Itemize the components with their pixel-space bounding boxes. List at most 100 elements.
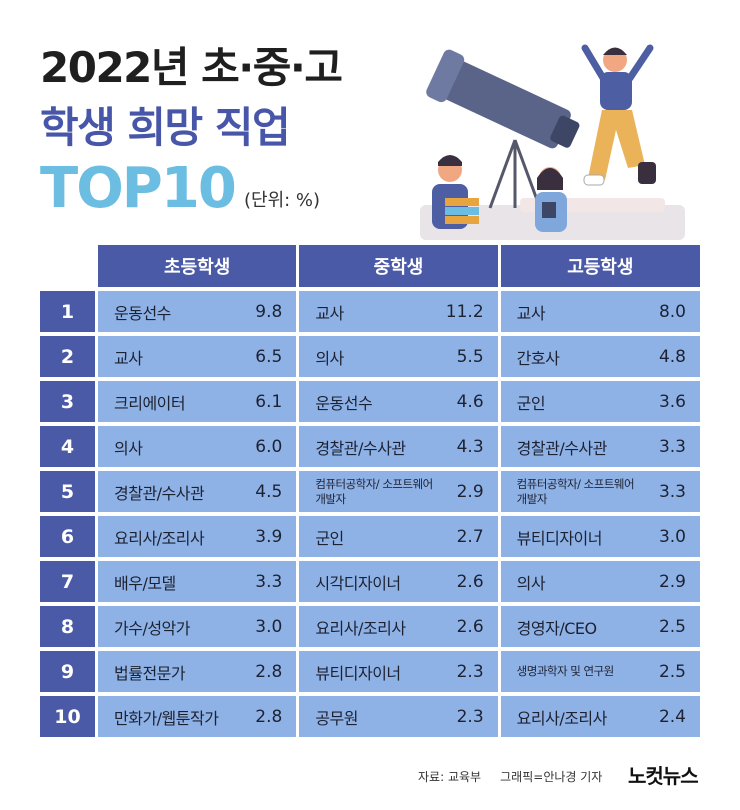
job-cell: 교사 6.5 [98, 336, 297, 377]
rank-cell: 2 [40, 336, 95, 377]
job-name: 컴퓨터공학자/ 소프트웨어개발자 [315, 476, 433, 506]
job-name: 요리사/조리사 [315, 618, 406, 638]
job-value: 9.8 [255, 301, 283, 322]
job-value: 4.8 [658, 346, 686, 367]
job-value: 2.3 [456, 661, 484, 682]
job-cell: 경찰관/수사관 3.3 [500, 426, 700, 467]
job-name: 경찰관/수사관 [516, 438, 608, 458]
footer-credits: 자료: 교육부 그래픽=안나경 기자 [418, 768, 602, 785]
job-name: 간호사 [516, 348, 560, 368]
title-line3: TOP10 [40, 156, 237, 221]
table-row: 7 배우/모델 3.3 시각디자이너 2.6 의사 2.9 [40, 561, 700, 602]
job-cell: 경영자/CEO 2.5 [500, 606, 700, 647]
job-cell: 배우/모델 3.3 [98, 561, 297, 602]
rank-cell: 3 [40, 381, 95, 422]
job-name: 운동선수 [315, 393, 373, 413]
job-cell: 시각디자이너 2.6 [299, 561, 498, 602]
job-name: 의사 [114, 438, 143, 458]
job-name: 뷰티디자이너 [315, 663, 401, 683]
job-value: 4.6 [456, 391, 484, 412]
job-cell: 생명과학자 및 연구원 2.5 [500, 651, 700, 692]
job-cell: 뷰티디자이너 3.0 [500, 516, 700, 557]
job-name: 크리에이터 [114, 393, 186, 413]
job-cell: 크리에이터 6.1 [98, 381, 297, 422]
job-value: 4.5 [255, 481, 283, 502]
table-row: 3 크리에이터 6.1 운동선수 4.6 군인 3.6 [40, 381, 700, 422]
job-cell: 의사 5.5 [299, 336, 498, 377]
telescope-students-illustration [420, 44, 685, 240]
job-value: 3.9 [255, 526, 283, 547]
job-name: 요리사/조리사 [516, 708, 608, 728]
job-cell: 교사 8.0 [500, 291, 700, 332]
rank-cell: 8 [40, 606, 95, 647]
job-cell: 요리사/조리사 2.6 [299, 606, 498, 647]
title-line2: 학생 희망 직업 [40, 103, 291, 152]
job-value: 3.3 [255, 571, 283, 592]
job-name: 운동선수 [114, 303, 171, 323]
job-cell: 가수/성악가 3.0 [98, 606, 297, 647]
job-value: 5.5 [456, 346, 484, 367]
job-name: 만화가/웹툰작가 [114, 708, 219, 728]
job-value: 2.6 [456, 616, 484, 637]
job-cell: 요리사/조리사 2.4 [500, 696, 700, 737]
job-cell: 군인 2.7 [299, 516, 498, 557]
table-row: 8 가수/성악가 3.0 요리사/조리사 2.6 경영자/CEO 2.5 [40, 606, 700, 647]
job-value: 4.3 [456, 436, 484, 457]
job-name: 가수/성악가 [114, 618, 191, 638]
job-value: 2.8 [255, 661, 283, 682]
job-value: 2.5 [658, 616, 686, 637]
job-cell: 컴퓨터공학자/ 소프트웨어개발자 2.9 [299, 471, 498, 512]
job-name: 경찰관/수사관 [315, 438, 406, 458]
rank-cell: 1 [40, 291, 95, 332]
job-cell: 공무원 2.3 [299, 696, 498, 737]
job-value: 2.9 [658, 571, 686, 592]
table-row: 10 만화가/웹툰작가 2.8 공무원 2.3 요리사/조리사 2.4 [40, 696, 700, 737]
job-value: 2.8 [255, 706, 283, 727]
job-ranking-table: 초등학생 중학생 고등학생 1 운동선수 9.8 교사 11.2 교사 8.0 2 교사 6.5 의… [40, 245, 700, 741]
job-value: 6.5 [255, 346, 283, 367]
rank-cell: 5 [40, 471, 95, 512]
job-name: 교사 [114, 348, 143, 368]
job-cell: 교사 11.2 [299, 291, 498, 332]
header-elementary: 초등학생 [98, 245, 297, 287]
job-cell: 경찰관/수사관 4.3 [299, 426, 498, 467]
job-name: 요리사/조리사 [114, 528, 205, 548]
job-value: 8.0 [658, 301, 686, 322]
job-cell: 만화가/웹툰작가 2.8 [98, 696, 297, 737]
job-cell: 간호사 4.8 [500, 336, 700, 377]
job-value: 2.4 [658, 706, 686, 727]
job-value: 2.3 [456, 706, 484, 727]
table-row: 9 법률전문가 2.8 뷰티디자이너 2.3 생명과학자 및 연구원 2.5 [40, 651, 700, 692]
rank-cell: 7 [40, 561, 95, 602]
credit-label: 그래픽=안나경 기자 [500, 770, 603, 784]
job-value: 3.6 [658, 391, 686, 412]
job-name: 뷰티디자이너 [516, 528, 603, 548]
job-name: 경영자/CEO [516, 618, 597, 638]
job-cell: 컴퓨터공학자/ 소프트웨어개발자 3.3 [500, 471, 700, 512]
job-value: 3.3 [658, 436, 686, 457]
table-row: 4 의사 6.0 경찰관/수사관 4.3 경찰관/수사관 3.3 [40, 426, 700, 467]
job-name: 경찰관/수사관 [114, 483, 205, 503]
header-middle: 중학생 [299, 245, 498, 287]
job-name: 시각디자이너 [315, 573, 401, 593]
job-value: 2.9 [456, 481, 484, 502]
job-cell: 뷰티디자이너 2.3 [299, 651, 498, 692]
job-cell: 운동선수 9.8 [98, 291, 297, 332]
rank-cell: 9 [40, 651, 95, 692]
job-cell: 의사 6.0 [98, 426, 297, 467]
job-name: 군인 [516, 393, 546, 413]
header-blank [40, 245, 95, 287]
job-value: 2.7 [456, 526, 484, 547]
job-name: 공무원 [315, 708, 358, 728]
job-value: 11.2 [445, 301, 484, 322]
rank-cell: 6 [40, 516, 95, 557]
header-high: 고등학생 [500, 245, 700, 287]
table-row: 6 요리사/조리사 3.9 군인 2.7 뷰티디자이너 3.0 [40, 516, 700, 557]
job-value: 2.6 [456, 571, 484, 592]
unit-label: (단위: %) [244, 190, 321, 211]
source-label: 자료: 교육부 [418, 770, 482, 784]
job-name: 법률전문가 [114, 663, 186, 683]
table-row: 5 경찰관/수사관 4.5 컴퓨터공학자/ 소프트웨어개발자 2.9 컴퓨터공학자/ 소프… [40, 471, 700, 512]
job-name: 컴퓨터공학자/ 소프트웨어개발자 [516, 476, 635, 506]
rank-cell: 4 [40, 426, 95, 467]
